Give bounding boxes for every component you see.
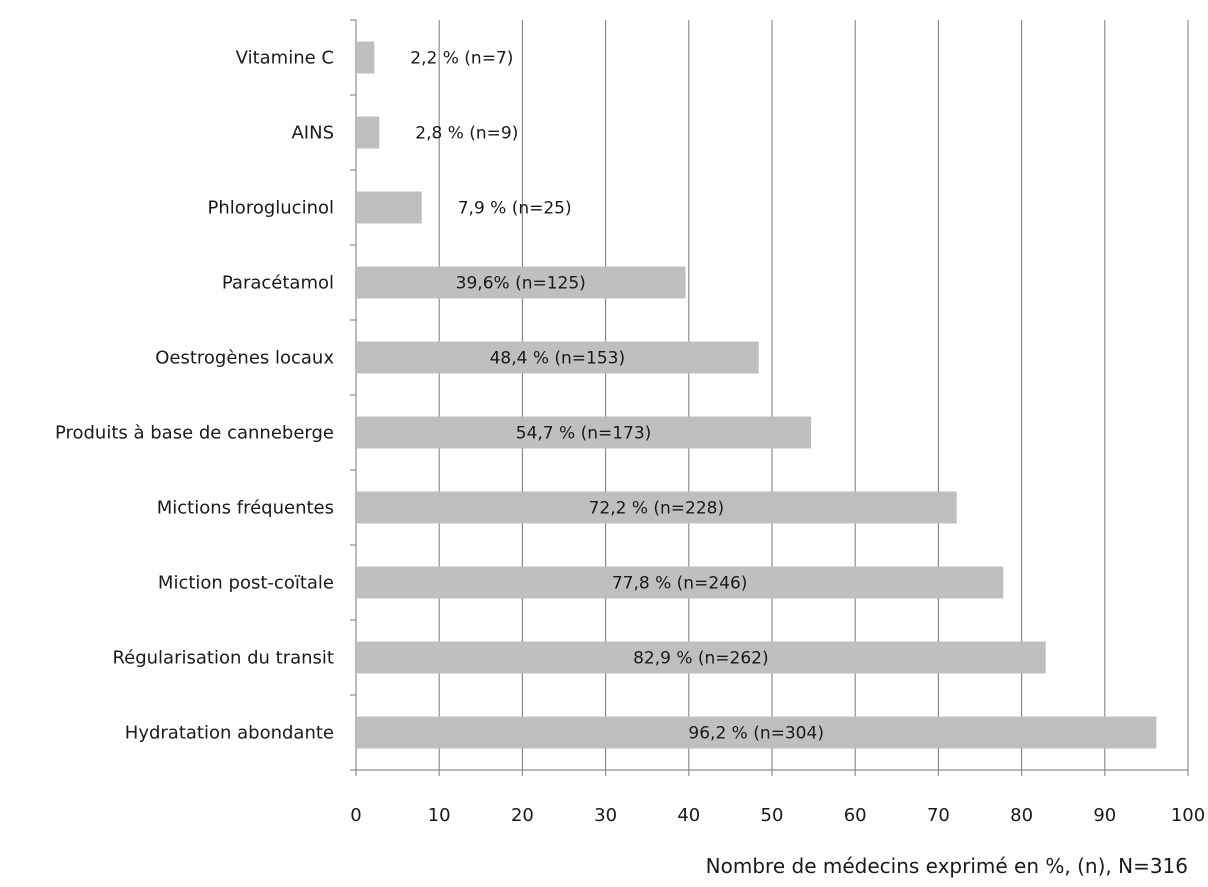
bar: [357, 116, 380, 149]
data-label: 7,9 % (n=25): [458, 199, 572, 219]
x-tick-label: 40: [677, 805, 700, 826]
x-tick-labels: 0 10 20 30 40 50 60 70 80 90 100: [350, 805, 1205, 826]
grid-lines: [438, 20, 1189, 770]
category-label: Mictions fréquentes: [157, 498, 334, 519]
x-tick-label: 80: [1010, 805, 1033, 826]
x-axis-title: Nombre de médecins exprimé en %, (n), N=…: [706, 854, 1188, 878]
data-label: 2,8 % (n=9): [415, 124, 518, 144]
x-tick-label: 90: [1093, 805, 1116, 826]
bar: [357, 266, 686, 299]
x-tick-label: 0: [350, 805, 361, 826]
category-label: Phloroglucinol: [208, 198, 334, 219]
bar: [357, 566, 1004, 599]
data-label: 96,2 % (n=304): [688, 724, 824, 744]
category-label: Régularisation du transit: [112, 648, 334, 669]
x-tick-label: 60: [844, 805, 867, 826]
data-labels: 2,2 % (n=7) 2,8 % (n=9) 7,9 % (n=25) 39,6% …: [410, 49, 824, 744]
category-labels: Vitamine C AINS Phloroglucinol Paracétamol O…: [55, 48, 334, 744]
data-label: 54,7 % (n=173): [516, 424, 652, 444]
data-label: 39,6% (n=125): [456, 274, 586, 294]
category-label: Produits à base de canneberge: [55, 423, 334, 444]
category-label: Miction post-coïtale: [158, 573, 334, 594]
category-label: Paracétamol: [222, 273, 334, 294]
x-tick-label: 50: [761, 805, 784, 826]
data-label: 48,4 % (n=153): [490, 349, 626, 369]
bars: [357, 41, 1157, 749]
category-label: Oestrogènes locaux: [155, 348, 334, 369]
bar: [357, 416, 812, 449]
category-label: Vitamine C: [236, 48, 334, 69]
x-tick-label: 10: [428, 805, 451, 826]
x-tick-label: 30: [594, 805, 617, 826]
category-label: Hydratation abondante: [125, 723, 334, 744]
x-tick-label: 100: [1171, 805, 1205, 826]
data-label: 82,9 % (n=262): [633, 649, 769, 669]
bar: [357, 41, 375, 74]
category-label: AINS: [291, 123, 334, 144]
bar: [357, 641, 1046, 674]
bar: [357, 716, 1157, 749]
data-label: 2,2 % (n=7): [410, 49, 513, 69]
bar: [357, 491, 957, 524]
bar: [357, 191, 422, 224]
data-label: 77,8 % (n=246): [612, 574, 748, 594]
x-tick-label: 20: [511, 805, 534, 826]
bar: [357, 341, 759, 374]
axes: [350, 19, 1189, 776]
data-label: 72,2 % (n=228): [589, 499, 725, 519]
x-tick-label: 70: [927, 805, 950, 826]
